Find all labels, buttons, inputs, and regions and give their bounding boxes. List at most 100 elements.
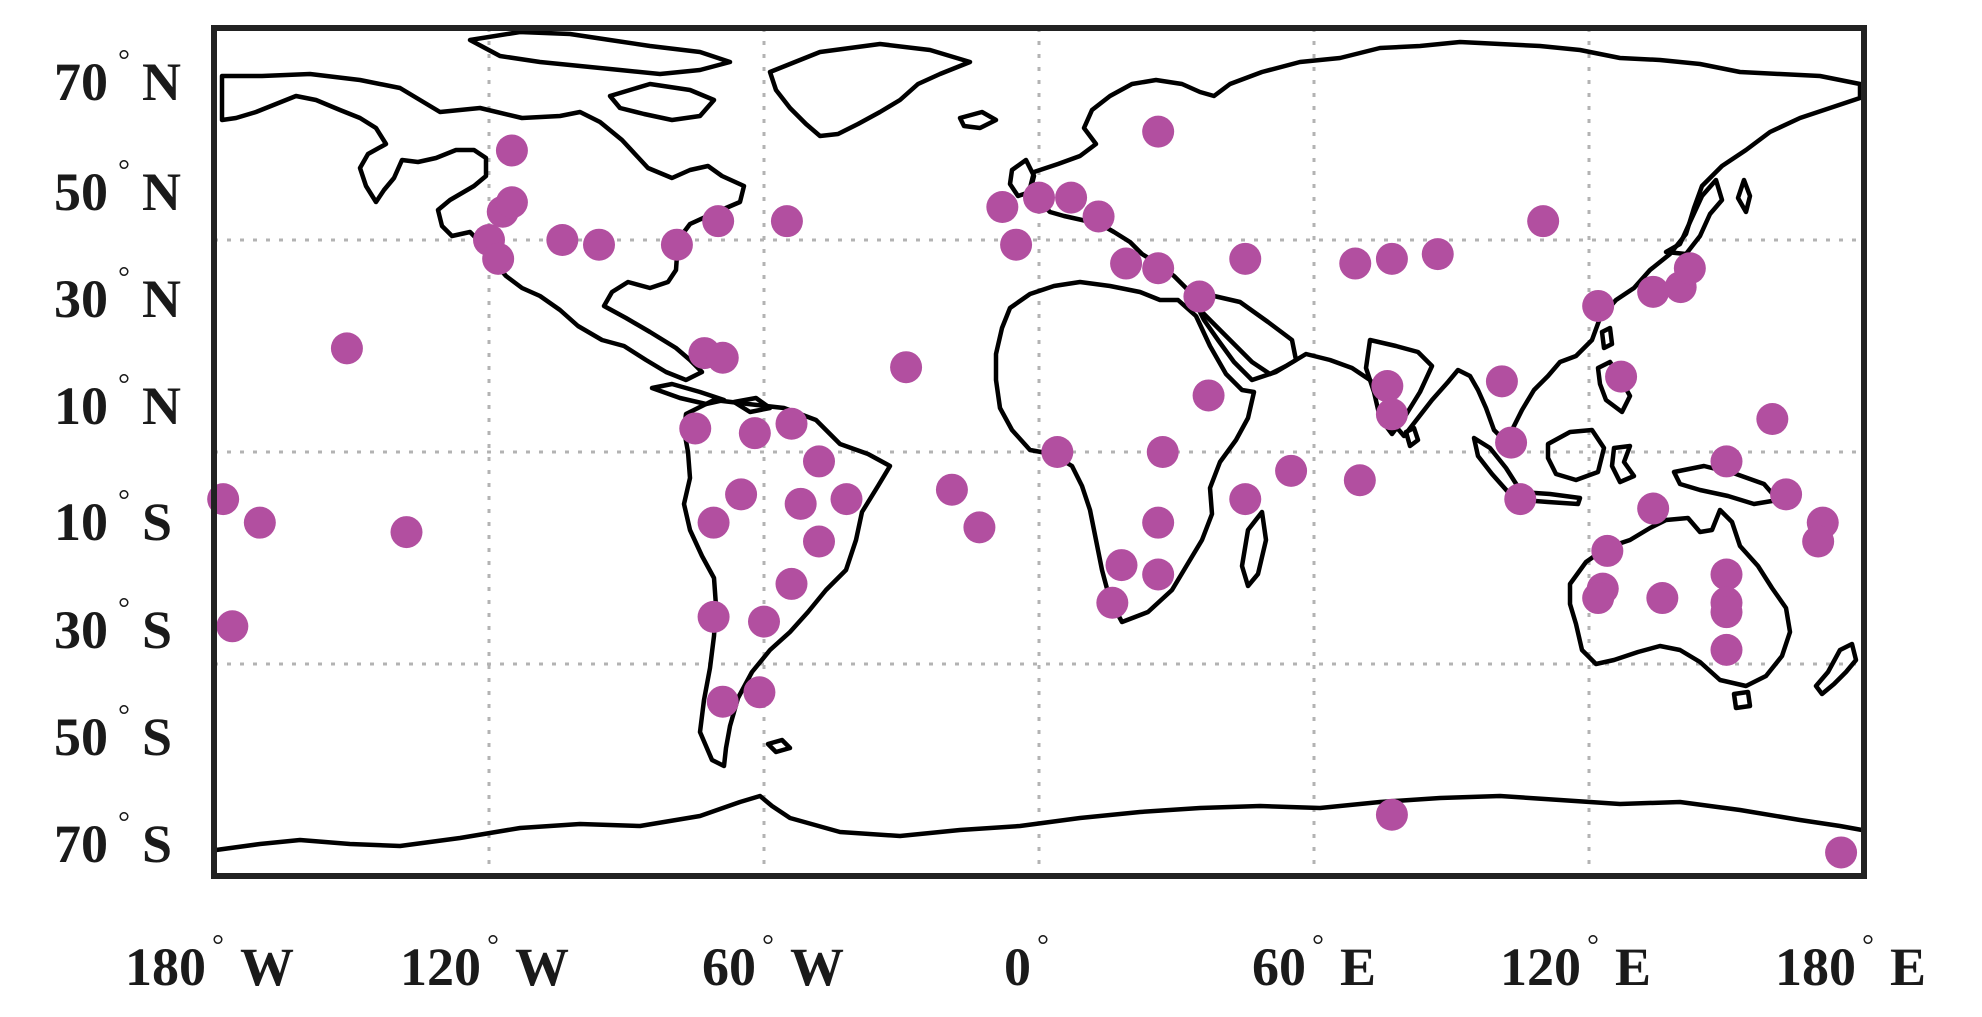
station-marker <box>1710 445 1743 478</box>
lon-tick-number: 180 <box>125 937 206 997</box>
coastline-arabian-peninsula <box>1191 293 1299 383</box>
lat-tick-number: 10 <box>54 376 108 436</box>
station-marker <box>775 567 808 600</box>
station-marker <box>1229 483 1262 516</box>
lat-tick-label: 30 ° S <box>54 592 172 660</box>
station-marker <box>1756 403 1789 436</box>
coastline-north-america <box>219 71 747 383</box>
coastline-falklands <box>765 737 793 755</box>
lat-tick-label: 50 ° N <box>54 154 181 222</box>
station-marker <box>775 407 808 440</box>
lon-tick-label: 180 ° E <box>1775 929 1926 997</box>
lon-tick-label: 60 ° W <box>702 929 844 997</box>
degree-symbol: ° <box>118 154 130 187</box>
lon-tick-label: 0 ° <box>1004 929 1049 997</box>
station-marker <box>748 605 780 638</box>
degree-symbol: ° <box>118 261 130 294</box>
station-marker <box>1710 596 1743 629</box>
station-marker <box>1646 582 1679 615</box>
coastline-iceland <box>957 109 999 131</box>
station-marker <box>1421 238 1454 271</box>
coastline-tasmania <box>1731 689 1753 711</box>
lat-tick-hemisphere: S <box>142 707 172 767</box>
station-marker <box>725 478 758 511</box>
lat-tick-hemisphere: N <box>142 376 181 436</box>
lon-tick-label: 180 ° W <box>125 929 294 997</box>
longitude-tick-labels: 180 ° W 120 ° W 60 ° W 0 ° 60 ° E 120 ° E 180 ° E <box>125 929 1926 997</box>
lat-tick-label: 30 ° N <box>54 261 181 329</box>
station-marker <box>743 676 776 709</box>
map-panel <box>207 25 1867 879</box>
station-marker <box>1110 247 1143 280</box>
degree-symbol: ° <box>1037 929 1049 962</box>
station-marker <box>495 134 528 167</box>
station-marker <box>963 511 996 544</box>
station-marker <box>1275 454 1308 487</box>
lat-tick-number: 70 <box>54 814 108 874</box>
station-marker <box>1591 534 1624 567</box>
lon-tick-hemisphere: E <box>1340 937 1376 997</box>
station-marker <box>1375 798 1408 831</box>
coastline-taiwan <box>1599 325 1615 351</box>
degree-symbol: ° <box>118 699 130 732</box>
lat-tick-hemisphere: N <box>142 162 181 222</box>
station-marker <box>738 417 771 450</box>
degree-symbol: ° <box>487 929 499 962</box>
lon-tick-label: 60 ° E <box>1252 929 1376 997</box>
coastline-arctic-islands <box>467 29 733 77</box>
lon-tick-hemisphere: W <box>240 937 294 997</box>
station-marker <box>679 412 712 445</box>
lat-tick-number: 30 <box>54 269 108 329</box>
station-marker <box>1229 242 1262 275</box>
degree-symbol: ° <box>118 484 130 517</box>
coastline-greenland <box>767 41 973 139</box>
station-marker <box>1142 558 1175 591</box>
station-marker <box>330 332 363 365</box>
station-marker <box>1605 360 1638 393</box>
station-marker <box>1375 242 1408 275</box>
station-marker <box>1096 586 1129 619</box>
station-marker <box>1146 436 1179 468</box>
lat-tick-number: 50 <box>54 162 108 222</box>
lat-tick-hemisphere: S <box>142 600 172 660</box>
lat-tick-label: 70 ° N <box>54 44 181 112</box>
station-marker <box>1637 275 1670 308</box>
station-marker <box>495 186 528 219</box>
lon-tick-hemisphere: W <box>515 937 569 997</box>
station-marker <box>1504 483 1537 516</box>
lat-tick-label: 70 ° S <box>54 806 172 874</box>
station-marker <box>1142 506 1175 539</box>
lon-tick-number: 180 <box>1775 937 1856 997</box>
station-marker <box>1192 379 1225 412</box>
lat-tick-label: 10 ° N <box>54 368 181 436</box>
coastline-baffin-island <box>607 81 717 123</box>
coastline-borneo <box>1545 427 1607 483</box>
degree-symbol: ° <box>1862 929 1874 962</box>
station-marker <box>830 483 863 516</box>
station-marker <box>1770 478 1803 511</box>
station-marker <box>770 205 803 238</box>
lat-tick-label: 50 ° S <box>54 699 172 767</box>
coastline-madagascar <box>1239 509 1269 589</box>
lon-tick-number: 120 <box>400 937 481 997</box>
station-marker <box>1673 252 1706 285</box>
lon-tick-hemisphere: E <box>1615 937 1651 997</box>
station-marker <box>1142 252 1175 285</box>
lat-tick-hemisphere: S <box>142 492 172 552</box>
station-marker <box>1582 289 1615 322</box>
station-marker <box>986 191 1019 224</box>
lat-tick-number: 30 <box>54 600 108 660</box>
station-marker <box>706 341 739 374</box>
station-marker <box>546 224 579 256</box>
map-frame <box>211 25 1867 879</box>
station-marker <box>697 506 730 539</box>
degree-symbol: ° <box>118 592 130 625</box>
station-marker <box>702 205 735 238</box>
lon-tick-hemisphere: E <box>1890 937 1926 997</box>
lon-tick-label: 120 ° E <box>1500 929 1651 997</box>
lon-tick-label: 120 ° W <box>400 929 569 997</box>
coastline-japan <box>1663 177 1725 257</box>
degree-symbol: ° <box>212 929 224 962</box>
degree-symbol: ° <box>118 806 130 839</box>
